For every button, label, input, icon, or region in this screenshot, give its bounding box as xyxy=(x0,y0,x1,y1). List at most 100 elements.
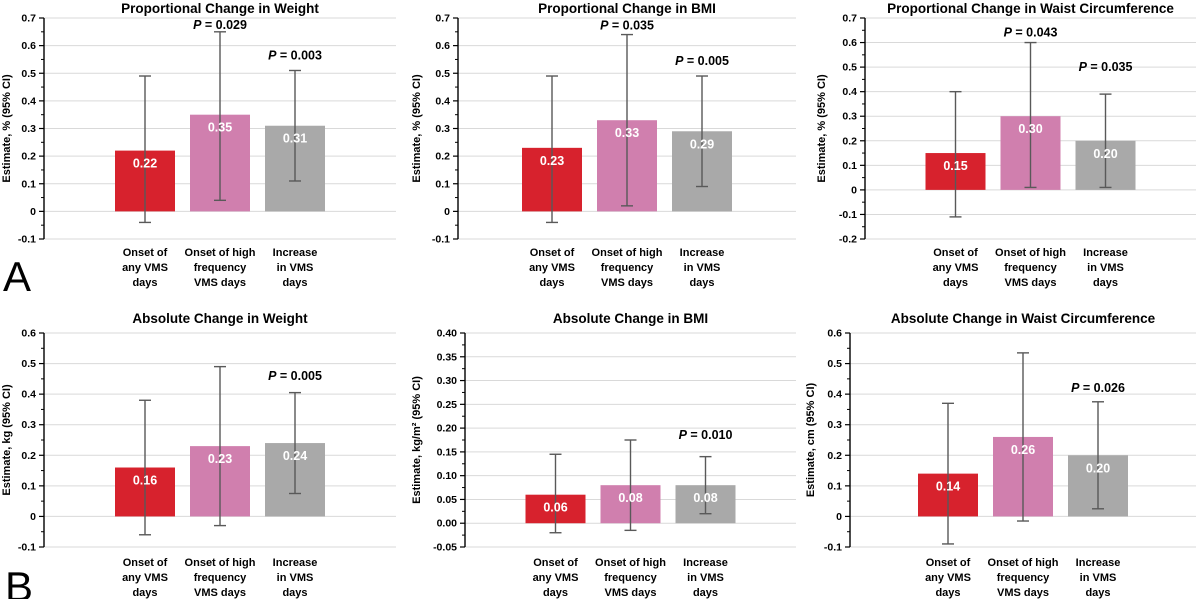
x-category-label: Increase xyxy=(680,247,725,259)
y-tick-label: 0.15 xyxy=(437,446,458,458)
x-category-label: any VMS xyxy=(925,572,971,584)
y-tick-label: -0.1 xyxy=(18,542,36,554)
x-category-label: days xyxy=(689,277,714,289)
error-bar xyxy=(214,365,226,527)
y-tick-label: 0.6 xyxy=(842,37,857,49)
y-axis-label: Estimate, % (95% CI) xyxy=(411,74,423,183)
error-bar xyxy=(546,75,558,224)
x-category-label: VMS days xyxy=(605,587,657,599)
bar-value-label: 0.08 xyxy=(693,491,717,505)
y-tick-label: 0.25 xyxy=(437,399,458,411)
p-value-label: P = 0.005 xyxy=(675,54,729,68)
x-category-label: frequency xyxy=(194,572,247,584)
chart-title: Proportional Change in Weight xyxy=(121,1,319,16)
x-category-label: Onset of xyxy=(533,557,578,569)
y-tick-label: 0 xyxy=(30,511,36,523)
y-tick-label: 0.30 xyxy=(437,375,458,387)
error-bar xyxy=(214,31,226,202)
x-category-label: Onset of xyxy=(926,557,971,569)
error-bar xyxy=(139,75,151,224)
y-tick-label: 0 xyxy=(30,206,36,218)
y-tick-label: 0.4 xyxy=(842,86,857,98)
x-category-label: VMS days xyxy=(1005,277,1057,289)
error-bar xyxy=(1024,41,1037,189)
error-bar xyxy=(696,75,708,188)
chart-cell: 0.16 0.23 0.24 P = 0.005 -0.1 0 0.1 0.2 0.3 0.4 0.… xyxy=(0,300,400,599)
y-tick-label: -0.1 xyxy=(839,209,857,221)
x-category-label: in VMS xyxy=(277,572,314,584)
x-category-label: Onset of xyxy=(530,247,575,259)
y-tick-label: 0.2 xyxy=(21,151,36,163)
bar-value-label: 0.30 xyxy=(1018,122,1042,136)
error-bar xyxy=(949,90,962,218)
error-bar xyxy=(289,69,301,182)
y-tick-label: 0.2 xyxy=(435,151,450,163)
chart-cell: 0.14 0.26 0.20 P = 0.026 -0.1 0 0.1 0.2 0.3 0.4 0.… xyxy=(800,300,1200,599)
y-tick-label: -0.05 xyxy=(433,542,457,554)
y-tick-label: 0.20 xyxy=(437,423,458,435)
x-category-label: Increase xyxy=(273,557,318,569)
y-tick-label: 0.1 xyxy=(435,178,450,190)
chart-title: Proportional Change in Waist Circumferen… xyxy=(887,1,1174,16)
bar-value-label: 0.06 xyxy=(543,501,567,515)
y-tick-label: 0.1 xyxy=(827,480,842,492)
p-value-label: P = 0.029 xyxy=(193,18,247,32)
error-bar xyxy=(1099,93,1112,189)
x-category-label: Onset of high xyxy=(595,557,666,569)
p-value-label: P = 0.043 xyxy=(1004,26,1058,40)
chart-cell: 0.22 0.35 0.31 P = 0.029 P = 0.003 -0.1 0 0.1 0.… xyxy=(0,0,400,300)
y-tick-label: 0.10 xyxy=(437,470,458,482)
chart-title: Absolute Change in BMI xyxy=(553,311,708,326)
y-axis-label: Estimate, % (95% CI) xyxy=(1,74,13,183)
p-value-label: P = 0.005 xyxy=(268,369,322,383)
y-tick-label: -0.1 xyxy=(18,234,36,246)
chart-canvas: 0.16 0.23 0.24 P = 0.005 -0.1 0 0.1 0.2 0.3 0.4 0.… xyxy=(1,311,396,599)
x-category-label: Onset of high xyxy=(185,557,256,569)
x-category-label: Onset of xyxy=(123,247,168,259)
x-category-label: Onset of xyxy=(933,247,978,259)
chart-cell: 0.23 0.33 0.29 P = 0.035 P = 0.005 -0.1 0 0.1 0.… xyxy=(400,0,800,300)
x-category-label: Increase xyxy=(1076,557,1121,569)
p-value-label: P = 0.010 xyxy=(679,428,733,442)
error-bar xyxy=(1092,401,1104,510)
y-tick-label: 0.7 xyxy=(435,13,450,25)
y-tick-label: 0.6 xyxy=(435,40,450,52)
error-bar xyxy=(621,33,633,207)
bar-value-label: 0.29 xyxy=(690,137,714,151)
chart-title: Absolute Change in Waist Circumference xyxy=(891,311,1156,326)
x-category-label: in VMS xyxy=(277,262,314,274)
y-tick-label: 0.7 xyxy=(842,13,857,25)
y-tick-label: 0.4 xyxy=(21,389,36,401)
chart-canvas: 0.14 0.26 0.20 P = 0.026 -0.1 0 0.1 0.2 0.3 0.4 0.… xyxy=(805,311,1196,599)
panel-label-b: B xyxy=(5,563,34,599)
bar-value-label: 0.33 xyxy=(615,126,639,140)
y-axis-label: Estimate, % (95% CI) xyxy=(816,74,828,183)
x-category-label: days xyxy=(132,587,157,599)
y-tick-label: 0 xyxy=(836,511,842,523)
bar-value-label: 0.15 xyxy=(943,159,967,173)
x-category-label: days xyxy=(935,587,960,599)
bar-value-label: 0.24 xyxy=(283,449,307,463)
y-tick-label: 0.1 xyxy=(842,160,857,172)
x-category-label: days xyxy=(132,277,157,289)
y-tick-label: -0.2 xyxy=(839,234,857,246)
y-tick-label: 0.05 xyxy=(437,494,458,506)
bar-value-label: 0.31 xyxy=(283,132,307,146)
y-tick-label: -0.1 xyxy=(432,234,450,246)
y-tick-label: 0.1 xyxy=(21,480,36,492)
bar-value-label: 0.20 xyxy=(1093,147,1117,161)
panel-label-a: A xyxy=(3,253,32,300)
x-category-label: any VMS xyxy=(122,572,168,584)
error-bar xyxy=(1017,352,1029,522)
error-bar xyxy=(699,455,712,515)
error-bar xyxy=(289,391,301,495)
bar-value-label: 0.22 xyxy=(133,157,157,171)
y-tick-label: 0.4 xyxy=(21,95,36,107)
bar-value-label: 0.23 xyxy=(208,452,232,466)
x-category-label: any VMS xyxy=(122,262,168,274)
x-category-label: in VMS xyxy=(1087,262,1124,274)
x-category-label: days xyxy=(282,587,307,599)
x-category-label: in VMS xyxy=(1080,572,1117,584)
x-category-label: Onset of high xyxy=(592,247,663,259)
chart-cell: 0.15 0.30 0.20 P = 0.043 P = 0.035 -0.2 -0.1 0 0… xyxy=(800,0,1200,300)
